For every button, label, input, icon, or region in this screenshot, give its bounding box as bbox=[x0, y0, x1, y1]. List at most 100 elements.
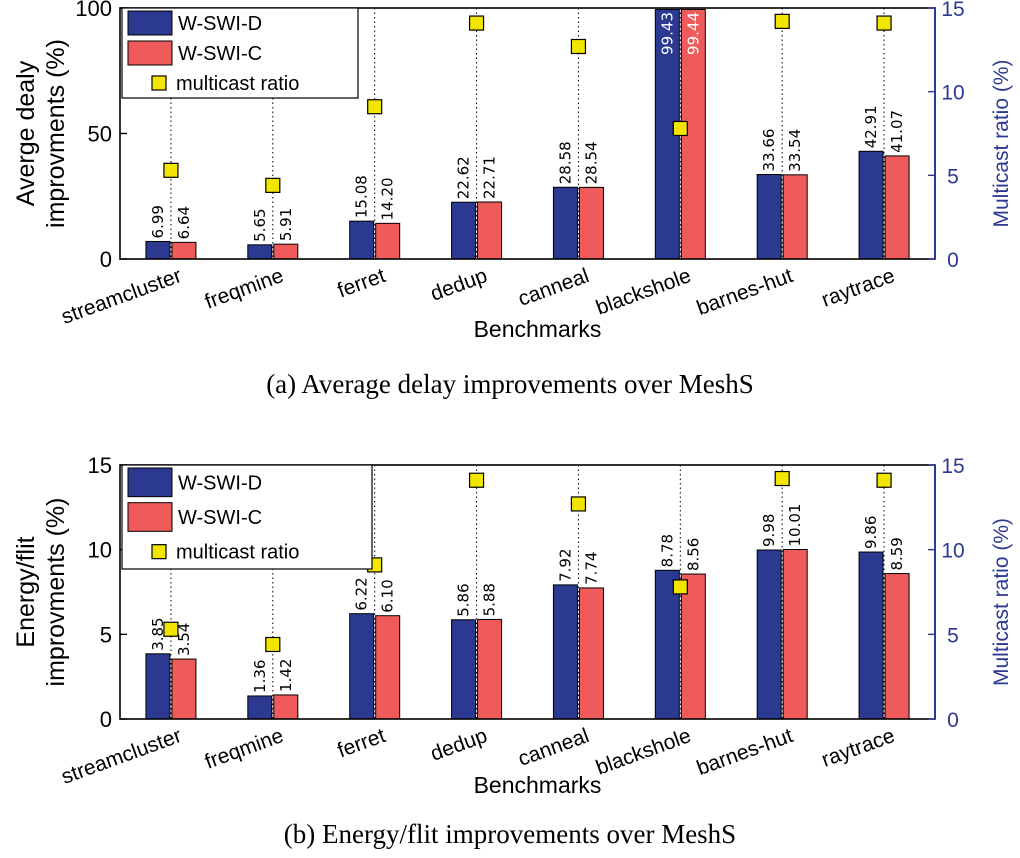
bar-w-swi-d bbox=[451, 619, 477, 720]
figure-caption: (b) Energy/flit improvements over MeshS bbox=[284, 819, 736, 849]
right-tick-label: 10 bbox=[941, 540, 964, 563]
bar-w-swi-d bbox=[145, 653, 171, 720]
multicast-marker bbox=[672, 120, 688, 137]
data-label: 28.58 bbox=[556, 141, 574, 184]
bar-w-swi-d bbox=[247, 695, 273, 720]
figure-caption: (a) Average delay improvements over Mesh… bbox=[266, 369, 754, 399]
data-label: 15.08 bbox=[353, 175, 371, 218]
legend: W-SWI-D W-SWI-C multicast ratio bbox=[121, 464, 373, 570]
y-axis-title: Energy/flitimprovments (%) bbox=[12, 498, 70, 687]
data-label: 5.65 bbox=[251, 208, 269, 241]
legend-swatch bbox=[127, 40, 173, 66]
y-axis-title-line: Averge dealy bbox=[12, 60, 40, 206]
x-axis-title: Benchmarks bbox=[474, 316, 602, 342]
bar-w-swi-d bbox=[858, 150, 884, 260]
data-label: 8.56 bbox=[684, 538, 702, 571]
category-label: streamcluster bbox=[58, 724, 184, 789]
left-tick-label: 10 bbox=[88, 538, 112, 563]
multicast-marker bbox=[265, 177, 281, 193]
bar-w-swi-c bbox=[477, 201, 503, 260]
data-label: 41.07 bbox=[888, 110, 906, 153]
legend-label: multicast ratio bbox=[176, 542, 299, 564]
right-tick-label: 15 bbox=[941, 455, 964, 478]
data-label: 3.54 bbox=[175, 623, 193, 656]
category-label: barnes-hut bbox=[694, 264, 796, 320]
bar-w-swi-d bbox=[145, 240, 171, 260]
data-label: 9.98 bbox=[760, 514, 778, 547]
category-label: dedup bbox=[428, 724, 491, 766]
data-label: 28.54 bbox=[582, 141, 600, 184]
bar-w-swi-c bbox=[171, 658, 197, 720]
bar-w-swi-d bbox=[552, 186, 578, 260]
data-label: 5.91 bbox=[277, 208, 295, 241]
bar-w-swi-d bbox=[756, 549, 782, 720]
y-axis-title-line: improvments (%) bbox=[42, 498, 70, 687]
category-label: raytrace bbox=[819, 724, 898, 772]
bar-w-swi-c bbox=[273, 694, 299, 720]
data-label: 5.86 bbox=[455, 583, 473, 616]
category-label: blackshole bbox=[593, 724, 694, 780]
bar-w-swi-c bbox=[273, 243, 299, 260]
data-label: 14.20 bbox=[379, 177, 397, 220]
legend-swatch bbox=[151, 544, 167, 560]
category-label: raytrace bbox=[819, 264, 898, 312]
multicast-marker bbox=[876, 472, 892, 488]
multicast-marker bbox=[876, 15, 892, 31]
legend-swatch bbox=[127, 467, 173, 498]
data-label: 10.01 bbox=[786, 504, 804, 547]
data-label: 22.62 bbox=[455, 156, 473, 199]
data-label: 6.10 bbox=[379, 579, 397, 612]
y-axis-title-line: improvments (%) bbox=[42, 39, 70, 228]
multicast-marker bbox=[265, 636, 281, 653]
data-label: 1.36 bbox=[251, 660, 269, 693]
category-label: barnes-hut bbox=[694, 724, 796, 780]
legend-label: multicast ratio bbox=[176, 73, 299, 95]
bar-w-swi-c bbox=[477, 618, 503, 720]
legend-label: W-SWI-D bbox=[178, 472, 262, 494]
multicast-marker bbox=[163, 162, 179, 178]
bar-w-swi-c bbox=[375, 615, 401, 720]
data-label: 9.86 bbox=[862, 516, 880, 549]
data-label: 6.64 bbox=[175, 206, 193, 239]
legend-swatch bbox=[127, 502, 173, 532]
bar-w-swi-d bbox=[654, 569, 680, 720]
bar-w-swi-c bbox=[884, 573, 910, 720]
multicast-marker bbox=[468, 15, 485, 31]
legend-label: W-SWI-C bbox=[178, 43, 262, 65]
multicast-marker bbox=[672, 579, 688, 595]
category-label: canneal bbox=[515, 724, 592, 771]
chart-panel-a: 6.99 5.65 15.08 22.62 28.58 99.43 33.66 42.91 6.… bbox=[12, 0, 1013, 399]
multicast-marker bbox=[570, 38, 587, 55]
data-label: 99.43 bbox=[658, 12, 676, 55]
category-label: blackshole bbox=[593, 264, 694, 320]
left-tick-label: 5 bbox=[100, 622, 112, 647]
right-axis-title: Multicast ratio (%) bbox=[990, 518, 1013, 686]
bar-w-swi-c bbox=[171, 241, 197, 260]
legend-label: W-SWI-D bbox=[178, 13, 262, 35]
bar-w-swi-d bbox=[858, 551, 884, 720]
multicast-marker bbox=[163, 621, 179, 637]
category-label: ferret bbox=[334, 724, 388, 762]
bar-w-swi-c bbox=[782, 174, 808, 260]
data-label: 6.99 bbox=[149, 205, 167, 238]
right-tick-label: 0 bbox=[947, 249, 959, 272]
data-label: 7.74 bbox=[582, 552, 600, 585]
bar-w-swi-c bbox=[578, 186, 604, 260]
multicast-marker bbox=[570, 496, 587, 512]
legend-swatch bbox=[127, 10, 173, 36]
category-label: ferret bbox=[334, 264, 388, 302]
right-tick-label: 15 bbox=[941, 0, 964, 21]
category-label: canneal bbox=[515, 264, 592, 311]
y-axis-title: Averge dealyimprovments (%) bbox=[12, 39, 70, 228]
left-tick-label: 15 bbox=[88, 453, 112, 478]
right-tick-label: 10 bbox=[941, 82, 964, 105]
data-label: 8.59 bbox=[888, 537, 906, 570]
category-label: freqmine bbox=[202, 264, 287, 314]
bar-w-swi-d bbox=[552, 584, 578, 720]
legend-swatch bbox=[151, 75, 167, 91]
bar-w-swi-c bbox=[782, 548, 808, 720]
left-tick-label: 0 bbox=[100, 707, 112, 732]
bar-w-swi-d bbox=[451, 201, 477, 260]
category-label: dedup bbox=[428, 264, 491, 306]
